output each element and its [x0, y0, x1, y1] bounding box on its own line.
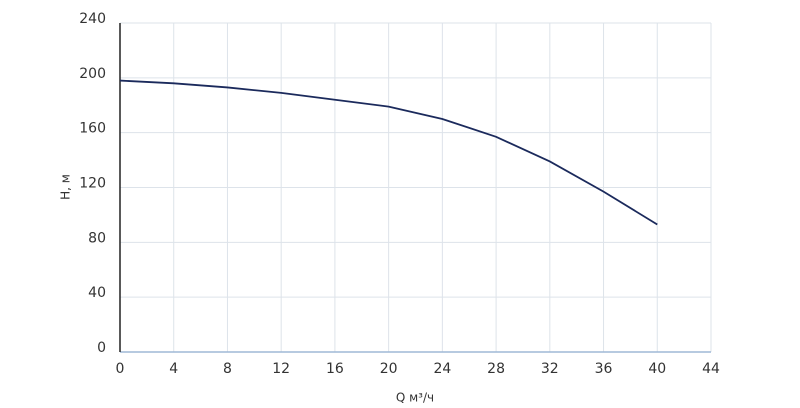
y-axis-label: H, м: [59, 174, 73, 200]
x-tick-label: 12: [272, 361, 290, 377]
y-tick-label: 0: [97, 340, 106, 356]
x-tick-label: 44: [702, 361, 720, 377]
x-tick-label: 28: [487, 361, 505, 377]
x-tick-label: 16: [326, 361, 344, 377]
x-tick-label: 24: [433, 361, 451, 377]
x-tick-label: 0: [116, 361, 125, 377]
x-tick-label: 32: [541, 361, 559, 377]
x-tick-label: 4: [169, 361, 178, 377]
x-tick-label: 20: [380, 361, 398, 377]
x-tick-label: 8: [223, 361, 232, 377]
y-tick-label: 40: [88, 285, 106, 301]
x-tick-label: 40: [648, 361, 666, 377]
y-tick-label: 160: [79, 121, 106, 137]
y-tick-label: 80: [88, 230, 106, 246]
x-axis-label: Q м³/ч: [396, 391, 434, 405]
y-tick-label: 240: [79, 11, 106, 27]
x-tick-label: 36: [595, 361, 613, 377]
y-tick-label: 120: [79, 176, 106, 192]
y-tick-label: 200: [79, 66, 106, 82]
data-line: [119, 79, 658, 226]
